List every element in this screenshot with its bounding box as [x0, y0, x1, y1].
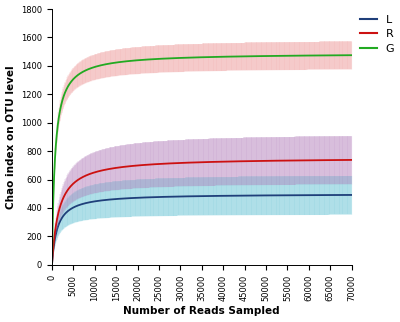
R — [293, 158, 298, 162]
R — [188, 161, 193, 165]
Line: R: R — [52, 160, 352, 265]
G — [345, 53, 350, 57]
L — [188, 194, 193, 198]
R — [122, 165, 127, 169]
R — [345, 158, 350, 162]
G — [293, 54, 298, 58]
L — [153, 195, 158, 199]
R — [153, 162, 158, 166]
L — [207, 194, 212, 198]
G — [188, 56, 193, 60]
G — [50, 263, 54, 267]
Legend: L, R, G: L, R, G — [360, 14, 394, 53]
L — [122, 196, 127, 200]
Y-axis label: Chao index on OTU level: Chao index on OTU level — [6, 65, 16, 209]
G — [122, 60, 127, 63]
R — [349, 158, 354, 162]
Line: G: G — [52, 55, 352, 265]
L — [345, 193, 350, 197]
L — [50, 263, 54, 267]
R — [50, 263, 54, 267]
L — [293, 193, 298, 197]
Line: L: L — [52, 195, 352, 265]
R — [207, 160, 212, 164]
G — [349, 53, 354, 57]
X-axis label: Number of Reads Sampled: Number of Reads Sampled — [124, 307, 280, 317]
L — [349, 193, 354, 197]
G — [153, 57, 158, 61]
G — [207, 55, 212, 59]
